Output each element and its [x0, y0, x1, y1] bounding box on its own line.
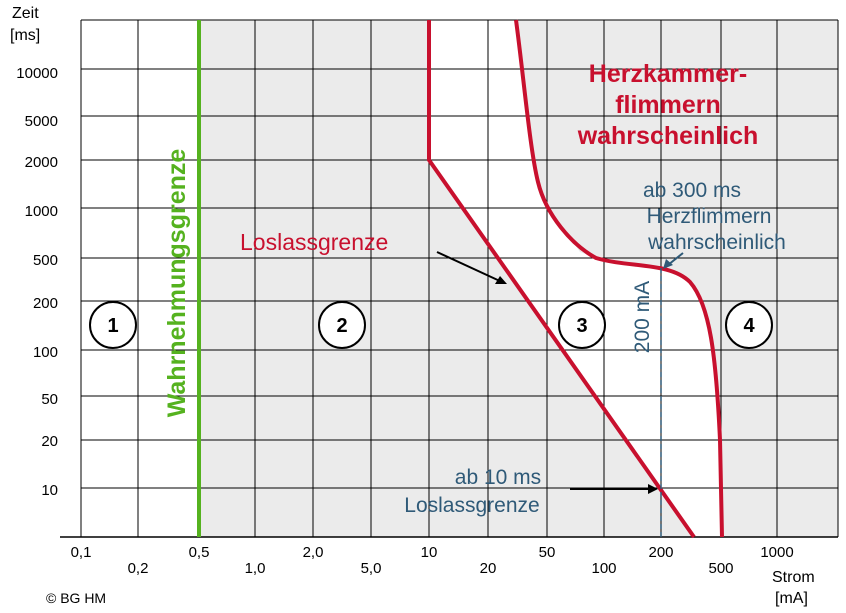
ab300-line1: ab 300 ms	[643, 179, 741, 202]
herz-label-line1: Herzkammer-	[589, 60, 747, 88]
zone-3-label: 3	[576, 315, 587, 337]
zone-2-marker: 2	[318, 301, 366, 349]
zone-2-label: 2	[336, 315, 347, 337]
loslass-arrow	[436, 251, 503, 283]
ab10-line2: Loslassgrenze	[404, 494, 539, 517]
200ma-label: 200 mA	[631, 281, 654, 353]
y-tick-label: 200	[33, 295, 58, 312]
x-tick-label: 2,0	[303, 544, 324, 561]
zone-4-marker: 4	[725, 301, 773, 349]
x-tick-label: 5,0	[361, 560, 382, 577]
x-tick-label: 0,2	[128, 560, 149, 577]
x-tick-label: 100	[591, 560, 616, 577]
x-tick-label: 20	[480, 560, 497, 577]
copyright: © BG HM	[46, 590, 106, 606]
loslassgrenze-label: Loslassgrenze	[240, 229, 388, 255]
y-axis-title-2: [ms]	[10, 27, 40, 44]
x-tick-label: 0,5	[189, 544, 210, 561]
x-tick-label: 1000	[760, 544, 793, 561]
ab300-line2: Herzflimmern	[647, 205, 772, 228]
loslassgrenze-curve	[427, 20, 696, 539]
zone-3-marker: 3	[558, 301, 606, 349]
x-tick-label: 1,0	[245, 560, 266, 577]
y-tick-label: 100	[33, 344, 58, 361]
zone-1-marker: 1	[89, 301, 137, 349]
y-tick-label: 2000	[25, 154, 58, 171]
zone-4-label: 4	[743, 315, 755, 337]
y-tick-labels: 10000 5000 2000 1000 500 200 100 50 20 1…	[16, 65, 58, 499]
x-tick-label: 0,1	[71, 544, 92, 561]
y-tick-label: 1000	[25, 203, 58, 220]
wahrnehmungsgrenze-label: Wahrnehmungsgrenze	[163, 149, 191, 418]
x-tick-labels: 0,1 0,5 2,0 10 50 200 1000 0,2 1,0 5,0 2…	[71, 544, 794, 577]
zone-1-label: 1	[107, 315, 118, 337]
y-tick-label: 10000	[16, 65, 58, 82]
x-axis-title-2: [mA]	[775, 590, 808, 607]
y-axis-title-1: Zeit	[12, 5, 39, 22]
ab300-arrow-head	[663, 259, 673, 269]
loslass-arrow-head	[495, 276, 507, 284]
herzkammerflimmern-curve	[514, 19, 724, 538]
zone-2-background	[199, 20, 429, 537]
y-tick-label: 20	[41, 433, 58, 450]
ab10-line1: ab 10 ms	[455, 466, 541, 489]
grid	[60, 19, 839, 538]
herz-label-line2: flimmern	[615, 91, 721, 119]
x-tick-label: 50	[539, 544, 556, 561]
x-axis-title-1: Strom	[772, 569, 815, 586]
x-tick-label: 500	[708, 560, 733, 577]
ab300-line3: wahrscheinlich	[647, 231, 786, 254]
y-tick-label: 500	[33, 252, 58, 269]
x-tick-label: 200	[648, 544, 673, 561]
y-tick-label: 50	[41, 391, 58, 408]
y-tick-label: 5000	[25, 113, 58, 130]
herz-label-line3: wahrscheinlich	[577, 122, 759, 150]
x-tick-label: 10	[421, 544, 438, 561]
ab10-arrow-head	[648, 484, 658, 494]
y-tick-label: 10	[41, 482, 58, 499]
zone-3-background	[429, 20, 722, 537]
